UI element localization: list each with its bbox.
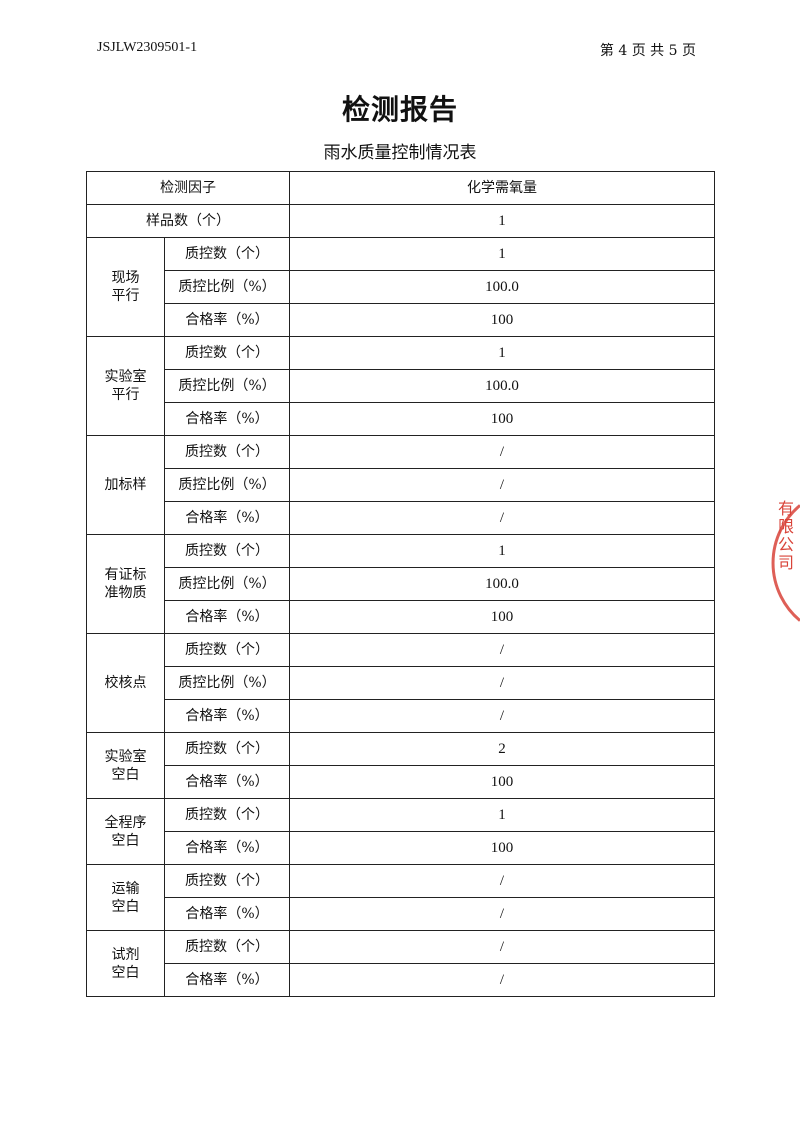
table-row: 合格率（%） / [87,501,715,535]
qc-group-name: 实验室 平行 [86,336,165,436]
qc-item-value: 100.0 [289,369,715,403]
table-row: 质控比例（%） 100.0 [87,270,715,304]
qc-item-value: 2 [289,732,715,766]
qc-item-label: 质控数（个） [164,930,290,964]
qc-item-label: 质控比例（%） [164,567,290,601]
qc-item-label: 质控比例（%） [164,270,290,304]
sample-count-row: 样品数（个） 1 [86,204,715,238]
table-row: 运输 空白 质控数（个） / [86,864,715,931]
table-row: 质控比例（%） 100.0 [87,567,715,601]
qc-item-label: 合格率（%） [164,699,290,733]
table-row: 全程序 空白 质控数（个） 1 [86,798,715,865]
table-row: 质控比例（%） / [87,468,715,502]
qc-group-name: 加标样 [86,435,165,535]
qc-item-value: / [289,435,715,469]
qc-item-value: / [289,633,715,667]
table-row: 有证标 准物质 质控数（个） 1 [86,534,715,634]
table-row: 合格率（%） / [87,699,715,733]
company-seal-text: 有限公司 [775,500,794,572]
qc-item-value: / [289,897,715,931]
qc-item-value: / [289,930,715,964]
qc-item-label: 质控数（个） [164,732,290,766]
qc-item-label: 合格率（%） [164,303,290,337]
sample-count-value: 1 [289,204,715,238]
table-row: 校核点 质控数（个） / [86,633,715,733]
table-row: 实验室 平行 质控数（个） 1 [86,336,715,436]
qc-item-label: 质控数（个） [164,534,290,568]
qc-item-value: / [289,963,715,997]
document-id: JSJLW2309501-1 [97,40,198,55]
page-title: 检测报告 [341,93,458,126]
qc-group-name: 校核点 [86,633,165,733]
qc-item-value: 1 [289,534,715,568]
qc-item-value: / [289,864,715,898]
qc-item-label: 质控数（个） [164,633,290,667]
qc-group-name: 运输 空白 [86,864,165,931]
table-row: 合格率（%） / [87,897,715,931]
qc-item-value: 1 [289,798,715,832]
qc-item-value: / [289,666,715,700]
qc-item-value: 100 [289,402,715,436]
table-row: 加标样 质控数（个） / [86,435,715,535]
qc-group-name: 现场 平行 [86,237,165,337]
qc-item-label: 质控比例（%） [164,468,290,502]
qc-item-value: 1 [289,237,715,271]
qc-item-label: 质控数（个） [164,237,290,271]
qc-table: 检测因子 化学需氧量 样品数（个） 1 现场 平行 质控数（个） 1 质控比例（%） 1… [86,171,715,997]
qc-item-value: 100 [289,831,715,865]
qc-item-label: 合格率（%） [164,765,290,799]
analyte-header: 化学需氧量 [289,171,715,205]
table-row: 实验室 空白 质控数（个） 2 [86,732,715,799]
qc-item-value: 100.0 [289,270,715,304]
qc-item-label: 合格率（%） [164,831,290,865]
table-title: 雨水质量控制情况表 [323,143,477,163]
qc-group-name: 实验室 空白 [86,732,165,799]
qc-item-label: 质控比例（%） [164,369,290,403]
qc-item-value: / [289,468,715,502]
qc-item-label: 质控数（个） [164,798,290,832]
qc-item-label: 合格率（%） [164,600,290,634]
qc-item-label: 质控数（个） [164,435,290,469]
qc-item-value: 100 [289,600,715,634]
sample-count-label: 样品数（个） [86,204,290,238]
table-header-row: 检测因子 化学需氧量 [86,171,715,205]
qc-item-label: 质控比例（%） [164,666,290,700]
table-row: 质控比例（%） / [87,666,715,700]
table-row: 质控比例（%） 100.0 [87,369,715,403]
table-row: 合格率（%） 100 [87,600,715,634]
qc-item-label: 合格率（%） [164,501,290,535]
table-row: 合格率（%） / [87,963,715,997]
table-row: 合格率（%） 100 [87,303,715,337]
qc-item-value: 100 [289,765,715,799]
qc-item-value: / [289,699,715,733]
qc-item-label: 合格率（%） [164,963,290,997]
qc-item-value: / [289,501,715,535]
company-seal-ring [771,504,800,622]
qc-item-value: 1 [289,336,715,370]
table-row: 合格率（%） 100 [87,765,715,799]
page-info: 第 4 页 共 5 页 [599,43,696,59]
table-row: 合格率（%） 100 [87,402,715,436]
qc-item-value: 100.0 [289,567,715,601]
factor-header: 检测因子 [86,171,290,205]
qc-item-label: 质控数（个） [164,864,290,898]
qc-group-name: 试剂 空白 [86,930,165,997]
table-row: 试剂 空白 质控数（个） / [86,930,715,997]
qc-group-name: 全程序 空白 [86,798,165,865]
table-row: 现场 平行 质控数（个） 1 [86,237,715,337]
qc-group-name: 有证标 准物质 [86,534,165,634]
qc-item-label: 合格率（%） [164,897,290,931]
qc-item-label: 合格率（%） [164,402,290,436]
table-row: 合格率（%） 100 [87,831,715,865]
qc-item-value: 100 [289,303,715,337]
company-seal-stamp [771,504,800,622]
qc-item-label: 质控数（个） [164,336,290,370]
